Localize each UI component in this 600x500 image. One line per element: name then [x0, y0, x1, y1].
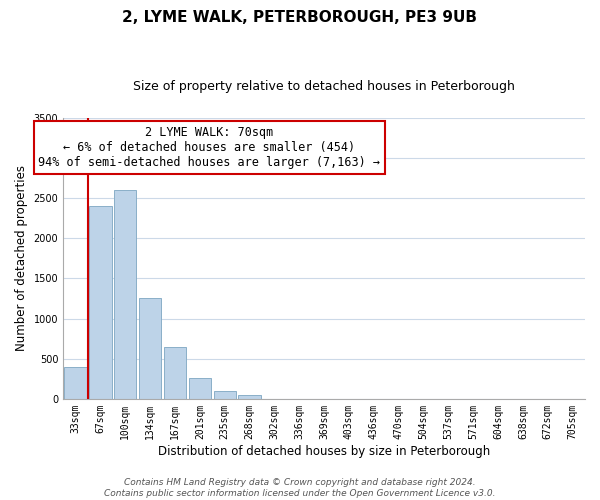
Bar	[89, 206, 112, 399]
Bar	[188, 378, 211, 399]
Bar	[139, 298, 161, 399]
Title: Size of property relative to detached houses in Peterborough: Size of property relative to detached ho…	[133, 80, 515, 93]
Bar	[214, 391, 236, 399]
Text: 2 LYME WALK: 70sqm
← 6% of detached houses are smaller (454)
94% of semi-detache: 2 LYME WALK: 70sqm ← 6% of detached hous…	[38, 126, 380, 169]
Text: Contains HM Land Registry data © Crown copyright and database right 2024.
Contai: Contains HM Land Registry data © Crown c…	[104, 478, 496, 498]
Bar	[114, 190, 136, 399]
Bar	[64, 366, 87, 399]
Y-axis label: Number of detached properties: Number of detached properties	[15, 166, 28, 352]
Bar	[238, 395, 261, 399]
X-axis label: Distribution of detached houses by size in Peterborough: Distribution of detached houses by size …	[158, 444, 490, 458]
Text: 2, LYME WALK, PETERBOROUGH, PE3 9UB: 2, LYME WALK, PETERBOROUGH, PE3 9UB	[122, 10, 478, 25]
Bar	[164, 348, 186, 399]
